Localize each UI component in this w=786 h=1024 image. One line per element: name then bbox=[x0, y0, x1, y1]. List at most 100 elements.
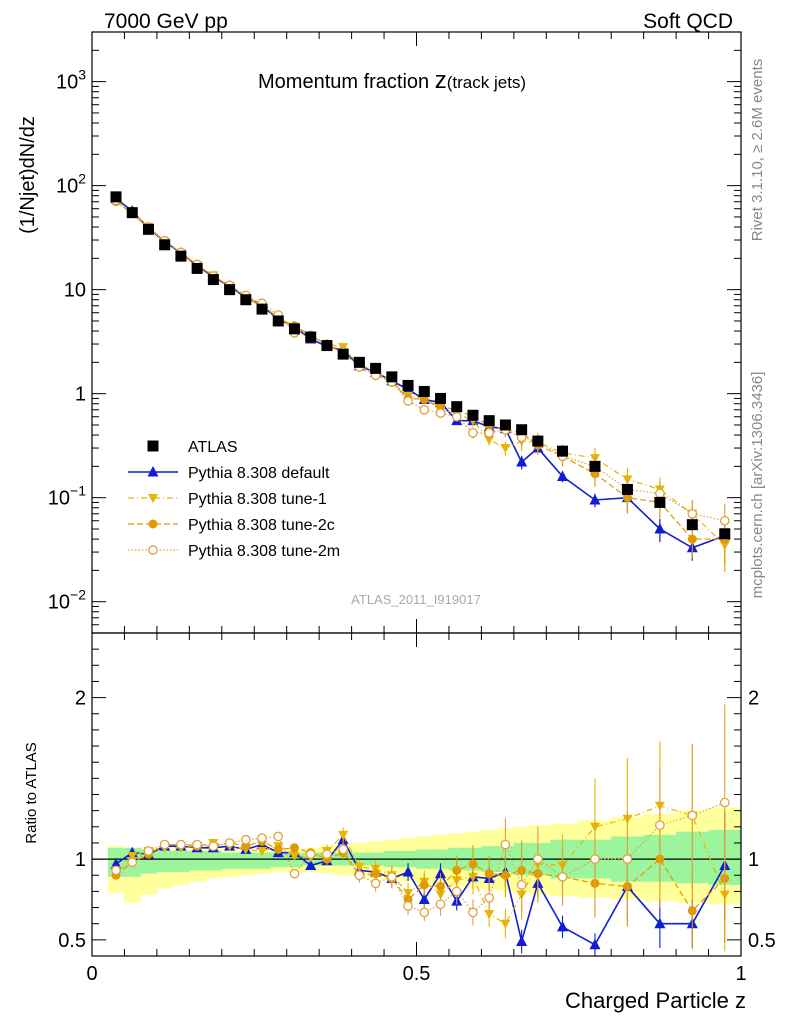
ratio-point-tune2c bbox=[273, 844, 283, 854]
ratio-point-tune2c bbox=[419, 880, 429, 890]
data-point-atlas bbox=[370, 362, 382, 374]
ratio-point-tune2c bbox=[289, 843, 299, 853]
data-point-tune2m bbox=[403, 396, 413, 406]
ratio-point-tune1 bbox=[484, 910, 495, 920]
ratio-point-tune1 bbox=[354, 863, 365, 873]
legend-label-tune1: Pythia 8.308 tune-1 bbox=[188, 491, 327, 508]
y-tick-exponent: 2 bbox=[78, 171, 86, 187]
ratio-y-axis-label: Ratio to ATLAS bbox=[23, 742, 40, 843]
ratio-point-tune2m bbox=[516, 880, 527, 890]
legend-label-default: Pythia 8.308 default bbox=[188, 465, 330, 482]
legend: ATLAS Pythia 8.308 default Pythia 8.308 tu… bbox=[128, 439, 340, 560]
ratio-point-tune2m bbox=[386, 872, 397, 882]
data-point-atlas bbox=[321, 340, 333, 352]
ratio-point-tune2m bbox=[208, 841, 219, 852]
ratio-point-tune2m bbox=[590, 854, 600, 864]
data-point-atlas bbox=[451, 401, 463, 413]
data-point-atlas bbox=[224, 284, 236, 296]
data-point-tune2m bbox=[655, 488, 665, 499]
legend-marker-default bbox=[147, 466, 159, 477]
data-point-atlas bbox=[175, 250, 187, 262]
x-tick-label: 0.5 bbox=[403, 963, 431, 985]
ratio-point-default bbox=[435, 867, 447, 879]
legend-entry-tune2m: Pythia 8.308 tune-2m bbox=[128, 543, 340, 560]
data-point-atlas bbox=[337, 348, 349, 360]
y-tick-label: 103 bbox=[56, 67, 86, 94]
ratio-point-tune2m bbox=[240, 834, 251, 845]
data-point-atlas bbox=[418, 385, 430, 397]
ratio-point-tune2m bbox=[655, 820, 665, 831]
header-process-label: Soft QCD bbox=[643, 10, 733, 33]
ratio-band-inner bbox=[237, 852, 255, 869]
ratio-point-tune2m bbox=[127, 857, 138, 868]
ratio-point-tune2m bbox=[500, 839, 511, 850]
title-z: z bbox=[435, 67, 447, 94]
ratio-tick-label-right: 2 bbox=[748, 688, 759, 710]
ratio-point-tune2m bbox=[687, 810, 698, 821]
legend-marker-tune2m bbox=[148, 545, 158, 555]
legend-entry-tune2c: Pythia 8.308 tune-2c bbox=[128, 517, 335, 534]
ratio-tick-label-left: 2 bbox=[75, 688, 86, 710]
ratio-point-tune2c bbox=[452, 865, 462, 875]
y-tick-label: 102 bbox=[56, 171, 86, 198]
data-point-atlas bbox=[288, 323, 300, 335]
ratio-tick-label-left: 1 bbox=[75, 849, 86, 871]
ratio-line-tune2c bbox=[115, 840, 726, 912]
ratio-point-tune2m bbox=[143, 846, 154, 856]
ratio-tick-label-left: 0.5 bbox=[58, 930, 86, 952]
data-point-atlas bbox=[467, 409, 479, 421]
ratio-point-default bbox=[589, 938, 601, 950]
y-tick-base: 10 bbox=[64, 280, 86, 302]
series-line-tune2c bbox=[115, 201, 725, 540]
legend-label-tune2m: Pythia 8.308 tune-2m bbox=[188, 543, 340, 560]
ratio-point-tune2m bbox=[533, 854, 543, 864]
ratio-band-inner bbox=[205, 851, 222, 871]
data-point-tune2m bbox=[435, 408, 446, 418]
legend-entry-default: Pythia 8.308 default bbox=[128, 465, 330, 482]
ratio-point-tune2m bbox=[273, 831, 284, 842]
mcplots-label: mcplots.cern.ch [arXiv:1306.3436] bbox=[749, 372, 766, 599]
data-point-atlas bbox=[142, 223, 154, 235]
header-energy-label: 7000 GeV pp bbox=[104, 10, 228, 33]
y-tick-exponent: −1 bbox=[70, 483, 86, 499]
data-point-atlas bbox=[435, 392, 447, 404]
ratio-band-inner bbox=[172, 851, 190, 873]
ratio-point-tune1 bbox=[257, 847, 268, 857]
rivet-version-label: Rivet 3.1.10, ≥ 2.6M events bbox=[749, 59, 766, 242]
data-point-atlas bbox=[557, 445, 569, 457]
ratio-point-tune1 bbox=[289, 851, 300, 861]
data-point-tune2c bbox=[419, 394, 429, 404]
y-tick-base: 10 bbox=[48, 592, 70, 614]
y-tick-label: 10 bbox=[64, 280, 86, 302]
data-point-atlas bbox=[686, 519, 698, 531]
ratio-point-tune1 bbox=[127, 851, 138, 861]
ratio-point-tune2c bbox=[484, 869, 494, 879]
plot-series bbox=[110, 191, 731, 956]
data-point-atlas bbox=[654, 496, 666, 508]
ratio-point-default bbox=[516, 935, 528, 946]
ratio-point-tune1 bbox=[500, 919, 511, 929]
ratio-point-tune2m bbox=[111, 865, 121, 876]
legend-marker-tune1 bbox=[148, 494, 158, 503]
y-tick-base: 10 bbox=[48, 488, 70, 510]
x-tick-label: 0 bbox=[86, 963, 97, 985]
ratio-point-default bbox=[418, 893, 430, 904]
ratio-point-tune1 bbox=[338, 830, 349, 840]
data-point-default bbox=[654, 522, 666, 534]
y-tick-label: 1 bbox=[75, 384, 86, 406]
ratio-point-tune2c bbox=[371, 869, 381, 879]
data-point-atlas bbox=[191, 262, 203, 274]
legend-label-tune2c: Pythia 8.308 tune-2c bbox=[188, 517, 335, 534]
ratio-point-tune2m bbox=[224, 838, 235, 848]
ratio-point-default bbox=[654, 917, 666, 929]
legend-marker-tune2c bbox=[148, 519, 158, 529]
data-point-default bbox=[589, 493, 601, 505]
data-point-atlas bbox=[126, 207, 138, 219]
data-point-atlas bbox=[386, 371, 398, 383]
ratio-point-tune2m bbox=[192, 839, 202, 850]
ratio-point-tune2m bbox=[338, 844, 349, 855]
data-point-tune2m bbox=[451, 411, 462, 422]
ratio-point-tune2m bbox=[257, 833, 267, 843]
legend-label-atlas: ATLAS bbox=[188, 439, 238, 456]
series-tune1 bbox=[111, 196, 730, 573]
